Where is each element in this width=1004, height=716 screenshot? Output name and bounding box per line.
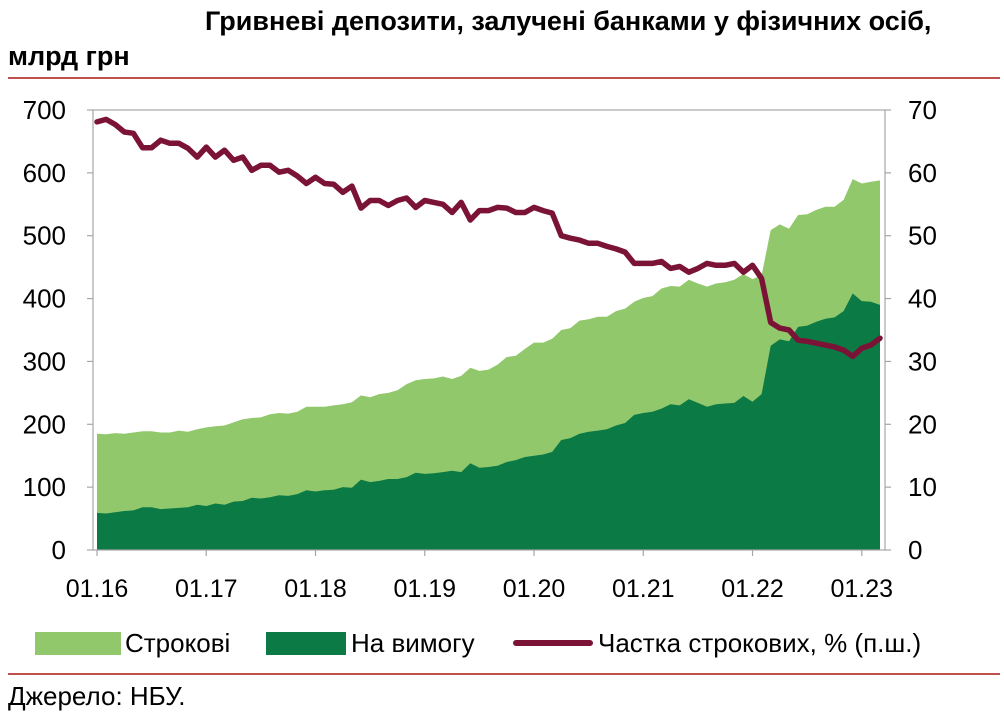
y-right-tick-label: 20 xyxy=(908,409,937,439)
line-series-share xyxy=(94,116,883,360)
x-tick-label: 01.23 xyxy=(831,575,894,603)
chart-title: Гривневі депозити, залучені банками у фі… xyxy=(8,6,932,71)
y-left-tick-label: 400 xyxy=(23,284,66,314)
x-tick-label: 01.17 xyxy=(175,575,238,603)
legend-item-share: Частка строкових, % (п.ш.) xyxy=(513,626,953,660)
y-left-tick-label: 700 xyxy=(23,95,66,125)
y-left-tick-label: 500 xyxy=(23,221,66,251)
y-left-tick-label: 100 xyxy=(23,472,66,502)
y-right-tick-label: 10 xyxy=(908,472,937,502)
x-tick-label: 01.21 xyxy=(612,575,675,603)
title-divider xyxy=(8,77,1000,79)
y-right-tick-label: 50 xyxy=(908,221,937,251)
x-tick-label: 01.19 xyxy=(393,575,456,603)
y-right-tick-label: 30 xyxy=(908,346,937,376)
legend-item-demand: На вимогу xyxy=(266,626,506,660)
plot-frame xyxy=(92,109,886,551)
x-tick-label: 01.16 xyxy=(66,575,129,603)
area-series-demand xyxy=(97,293,880,550)
source-note: Джерело: НБУ. xyxy=(8,681,186,711)
y-left-tick-label: 0 xyxy=(52,535,66,565)
legend-label-demand: На вимогу xyxy=(351,628,475,658)
source-divider xyxy=(8,673,1000,675)
x-tick-label: 01.22 xyxy=(721,575,784,603)
legend-swatch-share xyxy=(513,640,593,646)
legend-swatch-demand xyxy=(266,632,346,655)
y-left-tick-label: 600 xyxy=(23,158,66,188)
y-left-tick-label: 300 xyxy=(23,346,66,376)
legend-item-term: Строкові xyxy=(35,626,335,660)
legend-label-share: Частка строкових, % (п.ш.) xyxy=(598,628,922,658)
y-right-tick-label: 0 xyxy=(908,535,922,565)
x-tick-label: 01.18 xyxy=(284,575,347,603)
y-right-tick-label: 70 xyxy=(908,95,937,125)
x-tick-label: 01.20 xyxy=(503,575,566,603)
y-left-tick-label: 200 xyxy=(23,409,66,439)
y-right-tick-label: 60 xyxy=(908,158,937,188)
legend-swatch-term xyxy=(35,632,121,655)
y-right-tick-label: 40 xyxy=(908,284,937,314)
legend-label-term: Строкові xyxy=(125,628,231,658)
